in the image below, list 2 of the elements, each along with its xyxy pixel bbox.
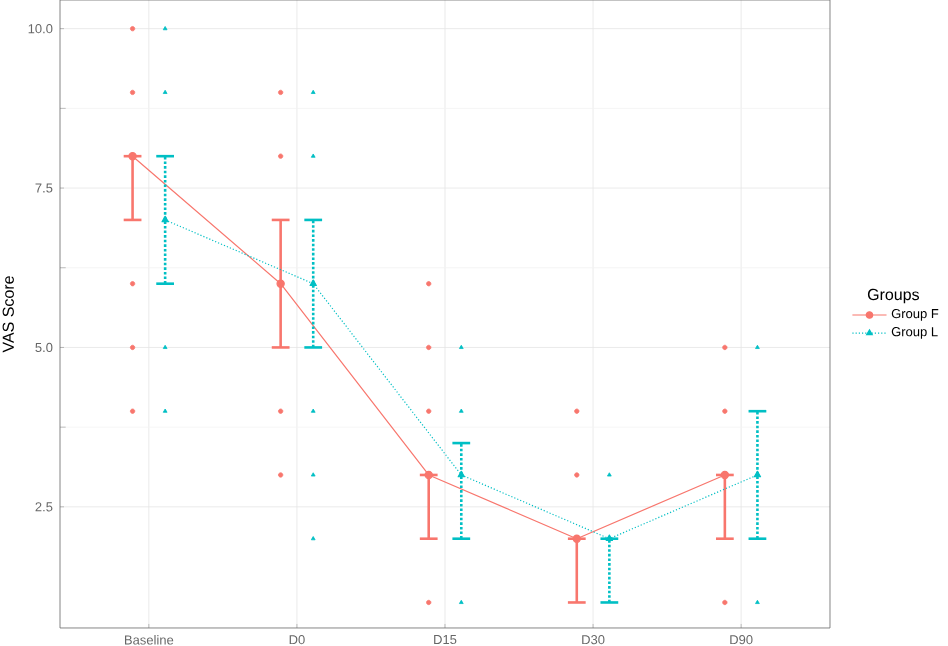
legend-title: Groups xyxy=(867,288,920,304)
y-axis-title: VAS Score xyxy=(2,276,14,353)
